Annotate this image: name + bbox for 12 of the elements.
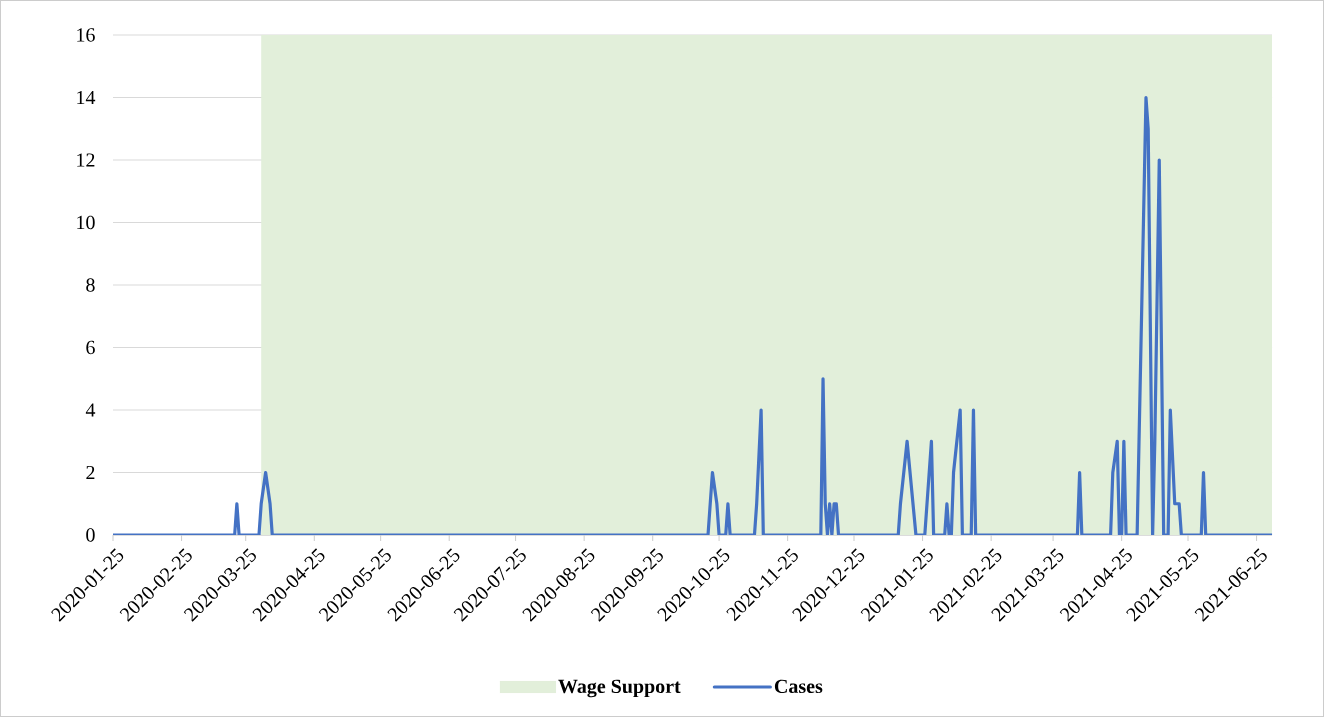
- y-tick-label: 0: [86, 528, 95, 542]
- y-tick-label: 10: [77, 215, 95, 230]
- y-tick-label: 16: [77, 28, 95, 42]
- legend-label: Wage Support: [558, 679, 681, 698]
- y-tick-label: 8: [86, 278, 95, 292]
- y-tick-label: 6: [86, 340, 95, 355]
- y-tick-label: 14: [77, 90, 96, 105]
- line-series: [113, 95, 1273, 535]
- y-tick-label: 2: [86, 465, 95, 480]
- legend-label: Cases: [774, 679, 823, 694]
- y-tick-label: 12: [77, 153, 95, 167]
- y-tick-label: 4: [85, 403, 96, 417]
